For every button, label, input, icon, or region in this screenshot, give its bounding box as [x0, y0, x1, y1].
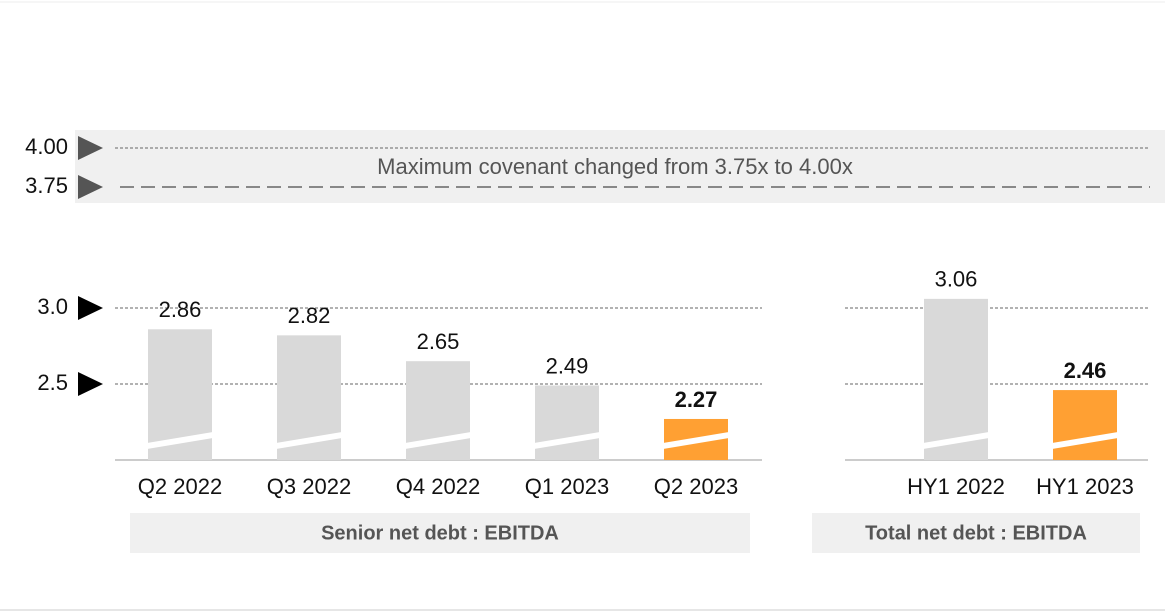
value-label: 2.86 [159, 297, 202, 322]
value-label: 3.06 [935, 267, 978, 292]
x-tick-label: Q1 2023 [525, 474, 609, 499]
axis-break [405, 432, 471, 449]
covenant-text: Maximum covenant changed from 3.75x to 4… [377, 154, 853, 179]
x-tick-label: Q2 2023 [654, 474, 738, 499]
axis-break [1052, 432, 1118, 449]
axis-break [663, 432, 729, 449]
covenant-marker [78, 136, 103, 160]
x-tick-label: Q2 2022 [138, 474, 222, 499]
axis-break [276, 432, 342, 449]
axis-break [923, 432, 989, 449]
xlabel-box [812, 513, 1140, 553]
x-tick-label: HY1 2023 [1036, 474, 1134, 499]
bar [535, 385, 599, 460]
value-label: 2.65 [417, 329, 460, 354]
covenant-band [75, 130, 1165, 203]
value-label: 2.27 [675, 387, 718, 412]
covenant-marker [78, 175, 103, 199]
value-label: 2.82 [288, 303, 331, 328]
value-label: 2.46 [1064, 358, 1107, 383]
y-tick-marker [78, 296, 103, 320]
axis-break [534, 432, 600, 449]
bar [924, 298, 988, 460]
value-label: 2.49 [546, 353, 589, 378]
y-tick-label: 2.5 [37, 370, 68, 395]
x-tick-label: Q3 2022 [267, 474, 351, 499]
y-tick-label: 3.0 [37, 294, 68, 319]
xlabel-box [130, 513, 750, 553]
bar [1053, 390, 1117, 460]
axis-break [147, 432, 213, 449]
covenant-tick-label: 3.75 [25, 173, 68, 198]
y-tick-marker [78, 372, 103, 396]
covenant-tick-label: 4.00 [25, 134, 68, 159]
x-axis-label: Senior net debt : EBITDA [321, 522, 559, 544]
x-tick-label: Q4 2022 [396, 474, 480, 499]
x-tick-label: HY1 2022 [907, 474, 1005, 499]
x-axis-label: Total net debt : EBITDA [865, 522, 1087, 544]
